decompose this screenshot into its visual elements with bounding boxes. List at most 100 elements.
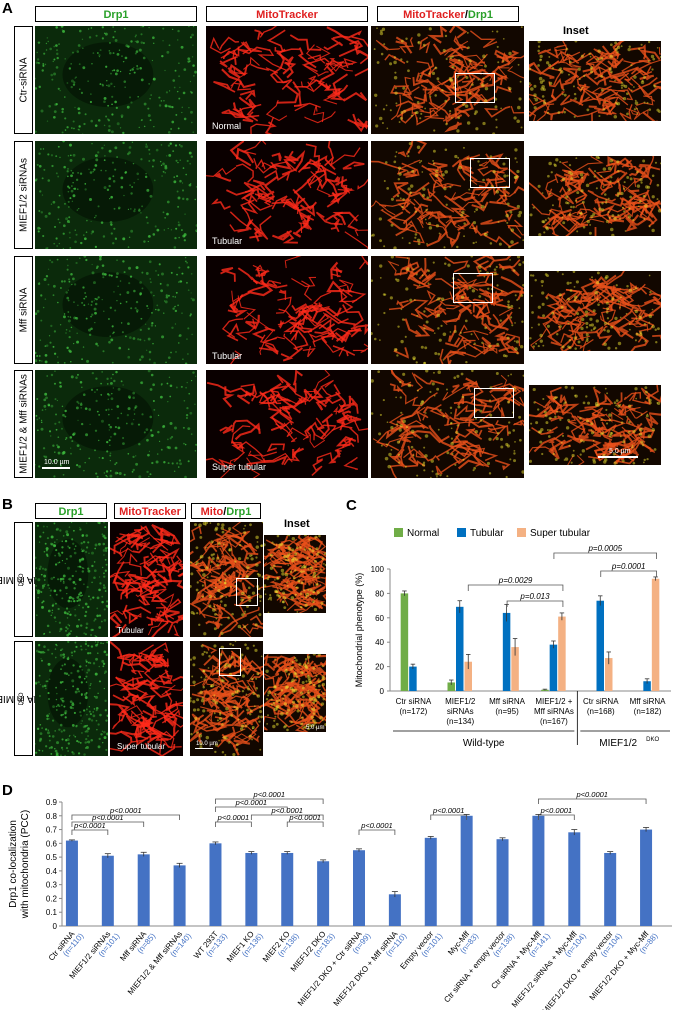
p-value-label: p<0.0001 bbox=[360, 821, 393, 830]
bar bbox=[173, 865, 186, 926]
bar bbox=[424, 837, 437, 926]
category-label: (n=182) bbox=[634, 707, 662, 716]
panel-a-phenotype-label: Tubular bbox=[212, 236, 243, 246]
significance-bracket bbox=[553, 552, 657, 559]
panel-a-inset-scalebar-label: 5.0 µm bbox=[609, 448, 631, 455]
p-value-label: p<0.0001 bbox=[109, 806, 142, 815]
y-tick-label: 0.4 bbox=[46, 867, 58, 876]
significance-bracket bbox=[215, 821, 252, 827]
panel-b-phenotype-label: Tubular bbox=[117, 626, 144, 635]
category-label: siRNAs bbox=[447, 707, 474, 716]
bar bbox=[496, 839, 509, 926]
bar bbox=[245, 852, 258, 926]
panel-a-label: A bbox=[2, 0, 13, 17]
chart-d: 0 0.1 0.2 0.3 0.4 0.5 0.6 0.7 0.8 0.9 Drp1 co-loca… bbox=[8, 790, 672, 1010]
p-value-label: p<0.0001 bbox=[235, 798, 268, 807]
inset-micrograph bbox=[528, 155, 662, 237]
y-tick-label: 0.7 bbox=[46, 826, 58, 835]
mitotracker-micrograph bbox=[206, 141, 368, 249]
significance-bracket bbox=[538, 798, 647, 804]
inset-region-box bbox=[453, 273, 493, 303]
panel-a-row-label: MIEF1/2 & Mff siRNAs bbox=[14, 370, 33, 478]
bar bbox=[596, 600, 604, 691]
category-label: (n=172) bbox=[400, 707, 428, 716]
y-tick-label: 0.5 bbox=[46, 853, 58, 862]
y-axis-label: Mitochondrial phenotype (%) bbox=[354, 573, 364, 688]
significance-bracket bbox=[71, 829, 109, 835]
significance-bracket bbox=[506, 600, 564, 607]
inset-region-box bbox=[455, 73, 495, 103]
panel-b-header-mitotracker: MitoTracker bbox=[114, 503, 186, 519]
panel-b-scalebar bbox=[195, 748, 213, 749]
bar bbox=[604, 852, 617, 926]
panel-a-phenotype-label: Normal bbox=[212, 121, 242, 131]
panel-a-scalebar bbox=[42, 467, 70, 469]
significance-bracket bbox=[600, 570, 657, 577]
p-value-label: p<0.0001 bbox=[91, 813, 124, 822]
category-label: MIEF1/2 bbox=[445, 697, 476, 706]
inset-region-box bbox=[474, 388, 514, 418]
bar bbox=[643, 681, 651, 691]
drp1-micrograph bbox=[35, 256, 197, 364]
inset-region-box bbox=[236, 578, 258, 606]
category-label: Ctr siRNA bbox=[396, 697, 432, 706]
category-label: MIEF1/2 + bbox=[535, 697, 572, 706]
mitotracker-micrograph bbox=[206, 26, 368, 134]
bar bbox=[460, 815, 473, 926]
legend-swatch bbox=[517, 528, 526, 537]
bar bbox=[209, 843, 222, 926]
y-tick-label: 0 bbox=[380, 687, 385, 696]
legend-swatch bbox=[457, 528, 466, 537]
significance-bracket bbox=[358, 829, 396, 835]
bar bbox=[464, 661, 472, 691]
bar bbox=[511, 647, 519, 691]
bar bbox=[65, 840, 78, 926]
merge-micrograph bbox=[371, 26, 524, 134]
bar bbox=[549, 644, 558, 691]
panel-a-phenotype-label: Super tubular bbox=[212, 462, 267, 472]
p-value-label: p<0.0001 bbox=[217, 813, 250, 822]
significance-bracket bbox=[538, 814, 575, 820]
group-label: MIEF1/2 bbox=[599, 738, 637, 749]
bar bbox=[409, 666, 417, 691]
panel-b-inset-label: Inset bbox=[284, 518, 310, 530]
panel-a-inset-scalebar bbox=[598, 456, 638, 458]
y-tick-label: 20 bbox=[375, 663, 384, 672]
bar bbox=[388, 894, 401, 926]
bar bbox=[651, 578, 660, 691]
significance-bracket bbox=[71, 821, 145, 827]
mitotracker-micrograph bbox=[206, 370, 368, 478]
category-label: (n=168) bbox=[587, 707, 615, 716]
merge-micrograph bbox=[190, 522, 263, 637]
category-label: (n=134) bbox=[446, 717, 474, 726]
bar bbox=[532, 815, 545, 926]
significance-bracket bbox=[430, 814, 468, 820]
legend-label: Normal bbox=[407, 528, 439, 539]
panel-c-label: C bbox=[346, 497, 357, 514]
panel-a-row-label: Ctr-siRNA bbox=[14, 26, 33, 134]
panel-a-header-drp1: Drp1 bbox=[35, 6, 197, 22]
drp1-micrograph bbox=[35, 522, 108, 637]
bar bbox=[568, 832, 581, 926]
p-value-label: p<0.0001 bbox=[73, 821, 106, 830]
significance-bracket bbox=[215, 798, 324, 804]
bar bbox=[605, 658, 613, 691]
panel-a-header-mitotracker: MitoTracker bbox=[206, 6, 368, 22]
inset-micrograph bbox=[263, 534, 327, 614]
p-value-label: p=0.0005 bbox=[587, 544, 622, 553]
category-label: Mff siRNAs bbox=[534, 707, 574, 716]
merge-micrograph bbox=[371, 256, 524, 364]
p-value-label: p<0.0001 bbox=[270, 806, 303, 815]
drp1-micrograph bbox=[35, 370, 197, 478]
bar bbox=[558, 616, 566, 691]
panel-a-row-label: Mff siRNA bbox=[14, 256, 33, 364]
bar bbox=[541, 689, 549, 691]
inset-micrograph bbox=[528, 384, 662, 466]
y-tick-label: 0 bbox=[53, 922, 58, 931]
inset-micrograph bbox=[528, 40, 662, 122]
bar bbox=[456, 606, 464, 691]
chart-c: Normal Tubular Super tubular 0 20 40 60 80 100 Mi… bbox=[354, 528, 671, 749]
panel-a-header-merge: MitoTracker/Drp1 bbox=[377, 6, 519, 22]
p-value-label: p=0.0001 bbox=[611, 562, 646, 571]
